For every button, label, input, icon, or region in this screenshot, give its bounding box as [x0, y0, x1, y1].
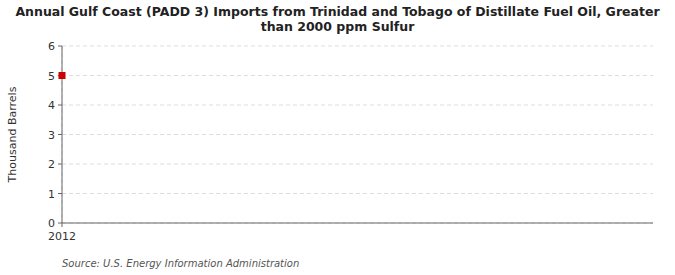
grid-line-y — [62, 193, 653, 194]
grid-line-y — [62, 75, 653, 76]
y-tick-label: 0 — [48, 217, 55, 230]
grid-line-y — [62, 164, 653, 165]
grid-line-y — [62, 46, 653, 47]
y-tick-label: 6 — [48, 40, 55, 53]
y-tick — [58, 164, 62, 165]
y-tick — [58, 223, 62, 224]
grid-line-y — [62, 223, 653, 224]
chart: Annual Gulf Coast (PADD 3) Imports from … — [0, 0, 675, 275]
grid — [62, 46, 653, 223]
source: Source: U.S. Energy Information Administ… — [62, 258, 299, 269]
point — [59, 72, 66, 79]
y-tick — [58, 134, 62, 135]
axes: 0 1 2 3 4 5 6 2012 — [48, 40, 653, 243]
y-tick — [58, 193, 62, 194]
y-tick-label: 4 — [48, 99, 55, 112]
y-tick-label: 2 — [48, 158, 55, 171]
y-tick — [58, 105, 62, 106]
title: Annual Gulf Coast (PADD 3) Imports from … — [15, 4, 660, 34]
x-axis-line — [62, 223, 653, 224]
x-tick — [62, 223, 63, 227]
x-tick-label: 2012 — [48, 230, 76, 243]
title-line: Annual Gulf Coast (PADD 3) Imports from … — [15, 4, 660, 19]
grid-line-y — [62, 105, 653, 106]
y-tick — [58, 46, 62, 47]
title-line: than 2000 ppm Sulfur — [261, 19, 415, 34]
grid-line-y — [62, 134, 653, 135]
y-axis-label: Thousand Barrels — [6, 86, 19, 183]
data — [59, 72, 66, 79]
y-tick-label: 3 — [48, 129, 55, 142]
y-tick-label: 5 — [48, 70, 55, 83]
y-tick-label: 1 — [48, 188, 55, 201]
